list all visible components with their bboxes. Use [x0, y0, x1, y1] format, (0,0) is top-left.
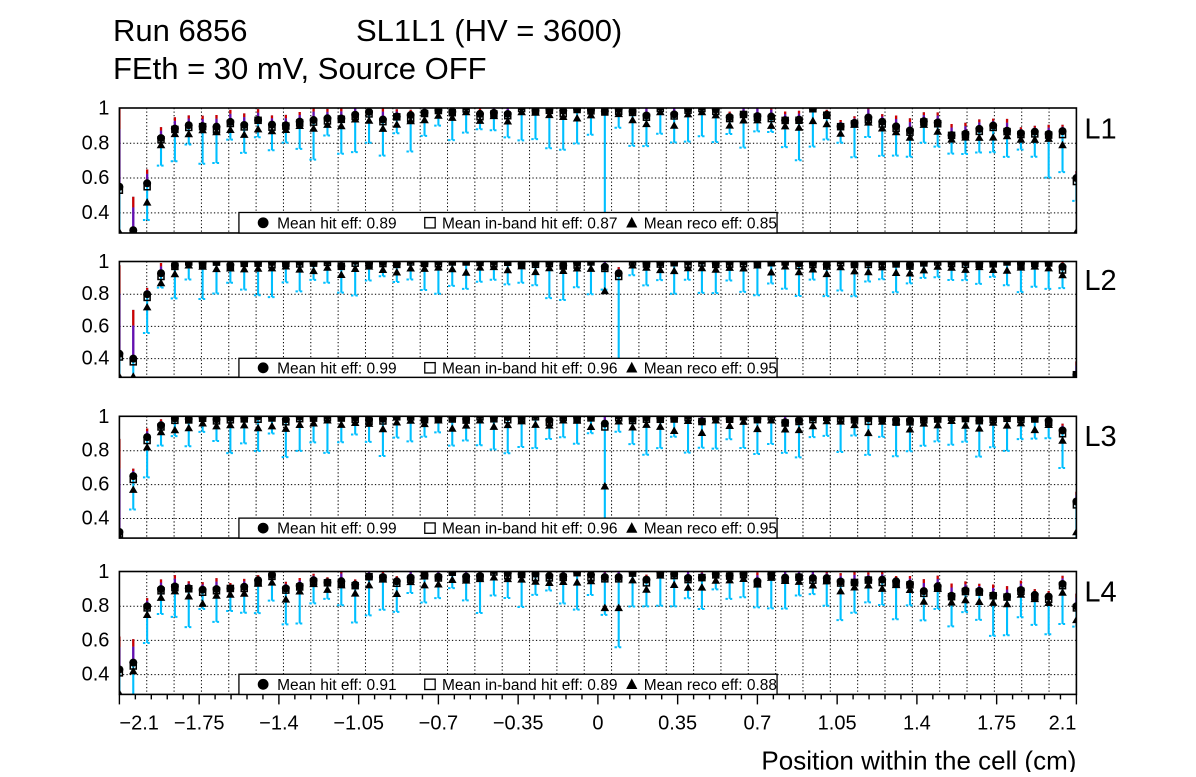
svg-text:0.8: 0.8 — [82, 132, 110, 154]
svg-text:Run 6856: Run 6856 — [113, 13, 247, 48]
svg-text:0.4: 0.4 — [82, 348, 110, 370]
svg-text:2.1: 2.1 — [1049, 712, 1077, 734]
svg-text:Mean reco eff: 0.88: Mean reco eff: 0.88 — [644, 677, 777, 694]
svg-text:FEth = 30 mV, Source OFF: FEth = 30 mV, Source OFF — [113, 51, 487, 86]
svg-text:−0.35: −0.35 — [493, 712, 544, 734]
svg-text:Mean in-band hit eff: 0.89: Mean in-band hit eff: 0.89 — [442, 677, 618, 694]
svg-text:1.75: 1.75 — [977, 712, 1016, 734]
svg-text:Mean in-band hit eff: 0.96: Mean in-band hit eff: 0.96 — [442, 360, 618, 377]
svg-text:0: 0 — [592, 712, 603, 734]
svg-text:1: 1 — [98, 406, 109, 428]
svg-text:0.8: 0.8 — [82, 440, 110, 462]
svg-text:0.4: 0.4 — [82, 202, 110, 224]
svg-text:Mean reco eff: 0.85: Mean reco eff: 0.85 — [644, 215, 777, 232]
svg-text:−1.75: −1.75 — [174, 712, 225, 734]
svg-text:0.4: 0.4 — [82, 664, 110, 686]
svg-text:1: 1 — [98, 251, 109, 273]
svg-text:L3: L3 — [1084, 421, 1116, 453]
svg-text:0.6: 0.6 — [82, 629, 110, 651]
svg-text:Mean hit eff: 0.99: Mean hit eff: 0.99 — [277, 521, 397, 538]
svg-text:−2.1: −2.1 — [119, 712, 158, 734]
svg-text:L1: L1 — [1084, 114, 1116, 146]
svg-text:0.8: 0.8 — [82, 595, 110, 617]
svg-text:Mean in-band hit eff: 0.96: Mean in-band hit eff: 0.96 — [442, 521, 618, 538]
svg-text:0.6: 0.6 — [82, 167, 110, 189]
svg-text:1.05: 1.05 — [818, 712, 857, 734]
svg-text:1.4: 1.4 — [903, 712, 931, 734]
svg-text:SL1L1 (HV = 3600): SL1L1 (HV = 3600) — [356, 13, 622, 48]
svg-text:L4: L4 — [1084, 577, 1116, 609]
svg-text:0.6: 0.6 — [82, 315, 110, 337]
svg-text:L2: L2 — [1084, 265, 1116, 297]
svg-text:−1.05: −1.05 — [333, 712, 384, 734]
svg-text:Position within the cell (cm): Position within the cell (cm) — [761, 745, 1076, 772]
svg-text:−1.4: −1.4 — [259, 712, 298, 734]
svg-text:Mean hit eff: 0.99: Mean hit eff: 0.99 — [277, 360, 397, 377]
svg-text:0.7: 0.7 — [743, 712, 771, 734]
svg-text:−0.7: −0.7 — [419, 712, 458, 734]
svg-text:0.4: 0.4 — [82, 507, 110, 529]
svg-text:Mean hit eff: 0.91: Mean hit eff: 0.91 — [277, 677, 397, 694]
svg-text:1: 1 — [98, 561, 109, 583]
svg-text:1: 1 — [98, 98, 109, 120]
svg-text:0.35: 0.35 — [658, 712, 697, 734]
svg-text:Mean in-band hit eff: 0.87: Mean in-band hit eff: 0.87 — [442, 215, 618, 232]
svg-text:0.8: 0.8 — [82, 283, 110, 305]
svg-text:Mean reco eff: 0.95: Mean reco eff: 0.95 — [644, 521, 777, 538]
svg-text:Mean hit eff: 0.89: Mean hit eff: 0.89 — [277, 215, 397, 232]
svg-text:Mean reco eff: 0.95: Mean reco eff: 0.95 — [644, 360, 777, 377]
svg-text:0.6: 0.6 — [82, 474, 110, 496]
